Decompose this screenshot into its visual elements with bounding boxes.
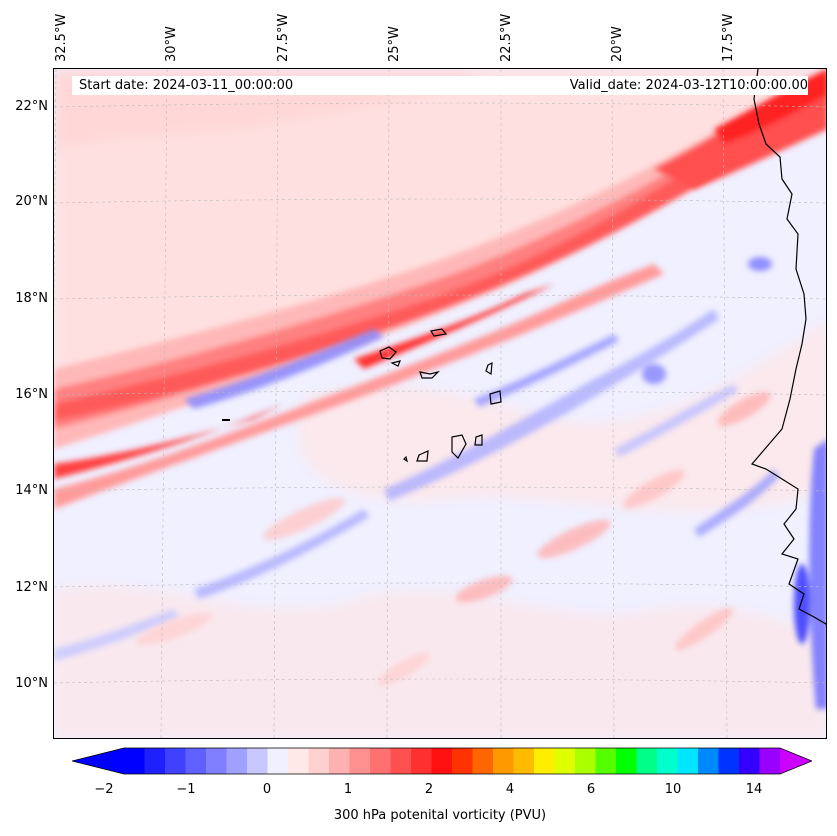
lon-label-32-5w: 32.5°W xyxy=(54,13,69,62)
colorbar-under-arrow xyxy=(72,748,124,774)
lon-label-25w: 25°W xyxy=(387,26,402,62)
colorbar-swatch xyxy=(124,748,145,774)
cb-tick-neg2: −2 xyxy=(94,782,114,797)
lat-label-20n: 20°N xyxy=(15,194,48,209)
valid-date-label: Valid_date: 2024-03-12T10:00:00.00 xyxy=(569,78,808,93)
colorbar-swatch xyxy=(144,748,166,774)
colorbar-swatch xyxy=(677,748,699,774)
lat-label-18n: 18°N xyxy=(15,291,48,306)
colorbar-swatch xyxy=(349,748,371,774)
lon-label-30w: 30°W xyxy=(164,26,179,62)
cb-tick-1: 1 xyxy=(343,782,353,797)
lat-label-22n: 22°N xyxy=(15,99,48,114)
colorbar-swatch xyxy=(308,748,330,774)
colorbar-outline xyxy=(72,747,812,775)
colorbar-swatch xyxy=(431,748,453,774)
colorbar-swatch xyxy=(718,748,740,774)
cb-tick-4: 4 xyxy=(505,782,515,797)
lon-label-22-5w: 22.5°W xyxy=(499,13,514,62)
lat-label-12n: 12°N xyxy=(15,580,48,595)
colorbar-swatch xyxy=(267,748,289,774)
lat-label-16n: 16°N xyxy=(15,387,48,402)
colorbar-swatch xyxy=(493,748,514,774)
colorbar-label: 300 hPa potenital vorticity (PVU) xyxy=(333,808,547,823)
colorbar-swatch xyxy=(288,748,309,774)
lon-label-20w: 20°W xyxy=(610,26,625,62)
cb-tick-0: 0 xyxy=(262,782,272,797)
lat-label-10n: 10°N xyxy=(15,676,48,691)
colorbar-swatch xyxy=(616,748,637,774)
colorbar-swatch xyxy=(452,748,473,774)
cb-tick-6: 6 xyxy=(586,782,596,797)
africa-coastline xyxy=(750,69,826,626)
cb-tick-14: 14 xyxy=(745,782,763,797)
cape-verde-islands xyxy=(379,328,502,463)
cb-tick-10: 10 xyxy=(664,782,682,797)
colorbar-swatch xyxy=(575,748,596,774)
colorbar-swatch xyxy=(513,748,535,774)
graticule xyxy=(54,69,826,738)
colorbar-swatch xyxy=(739,748,760,774)
pv-contour-field xyxy=(54,69,826,738)
lat-label-14n: 14°N xyxy=(15,483,48,498)
colorbar xyxy=(72,747,812,775)
pv-map[interactable] xyxy=(53,68,827,739)
colorbar-swatch xyxy=(165,748,186,774)
lon-label-17-5w: 17.5°W xyxy=(721,13,736,62)
colorbar-swatch xyxy=(185,748,207,774)
colorbar-swatch xyxy=(206,748,227,774)
colorbar-swatch xyxy=(226,748,248,774)
colorbar-swatch xyxy=(370,748,391,774)
cb-tick-neg1: −1 xyxy=(176,782,196,797)
lon-label-27-5w: 27.5°W xyxy=(276,13,291,62)
colorbar-swatch xyxy=(472,748,494,774)
colorbar-swatch xyxy=(657,748,678,774)
cb-tick-2: 2 xyxy=(424,782,434,797)
date-banner xyxy=(72,76,808,95)
colorbar-swatch xyxy=(554,748,576,774)
colorbar-swatch xyxy=(534,748,555,774)
start-date-label: Start date: 2024-03-11_00:00:00 xyxy=(79,78,294,93)
colorbar-swatch xyxy=(329,748,350,774)
colorbar-swatch xyxy=(595,748,617,774)
colorbar-swatch xyxy=(698,748,719,774)
colorbar-swatch xyxy=(759,748,781,774)
colorbar-over-arrow xyxy=(780,748,812,774)
colorbar-swatch xyxy=(636,748,658,774)
colorbar-swatch xyxy=(390,748,412,774)
colorbar-swatch xyxy=(411,748,432,774)
colorbar-swatch xyxy=(247,748,268,774)
